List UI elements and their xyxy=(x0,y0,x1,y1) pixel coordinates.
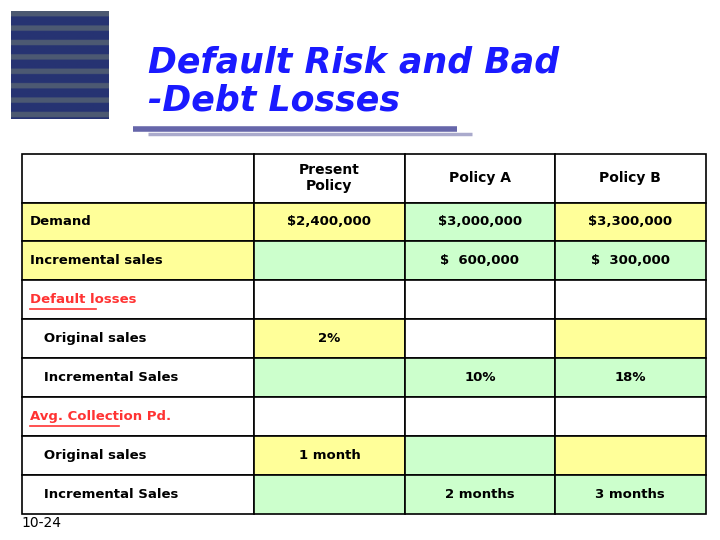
Text: -Debt Losses: -Debt Losses xyxy=(148,84,400,118)
Text: Default Risk and Bad: Default Risk and Bad xyxy=(148,46,559,80)
Text: Policy B: Policy B xyxy=(600,171,661,185)
Text: $  600,000: $ 600,000 xyxy=(441,254,519,267)
Text: 18%: 18% xyxy=(615,371,646,384)
Text: Default losses: Default losses xyxy=(30,293,137,306)
Text: $3,300,000: $3,300,000 xyxy=(588,215,672,228)
Text: 10-24: 10-24 xyxy=(22,516,62,530)
Text: Avg. Collection Pd.: Avg. Collection Pd. xyxy=(30,410,171,423)
Text: 3 months: 3 months xyxy=(595,488,665,501)
Text: 2 months: 2 months xyxy=(445,488,515,501)
Text: 2%: 2% xyxy=(318,332,341,345)
Text: $2,400,000: $2,400,000 xyxy=(287,215,372,228)
Text: Original sales: Original sales xyxy=(30,449,147,462)
Text: $3,000,000: $3,000,000 xyxy=(438,215,522,228)
Text: Incremental sales: Incremental sales xyxy=(30,254,163,267)
Text: Original sales: Original sales xyxy=(30,332,147,345)
Text: 10%: 10% xyxy=(464,371,495,384)
Text: $  300,000: $ 300,000 xyxy=(591,254,670,267)
Text: Incremental Sales: Incremental Sales xyxy=(30,371,179,384)
Text: Present
Policy: Present Policy xyxy=(299,163,360,193)
Text: 1 month: 1 month xyxy=(299,449,360,462)
Text: Policy A: Policy A xyxy=(449,171,511,185)
Text: Incremental Sales: Incremental Sales xyxy=(30,488,179,501)
Text: Demand: Demand xyxy=(30,215,92,228)
